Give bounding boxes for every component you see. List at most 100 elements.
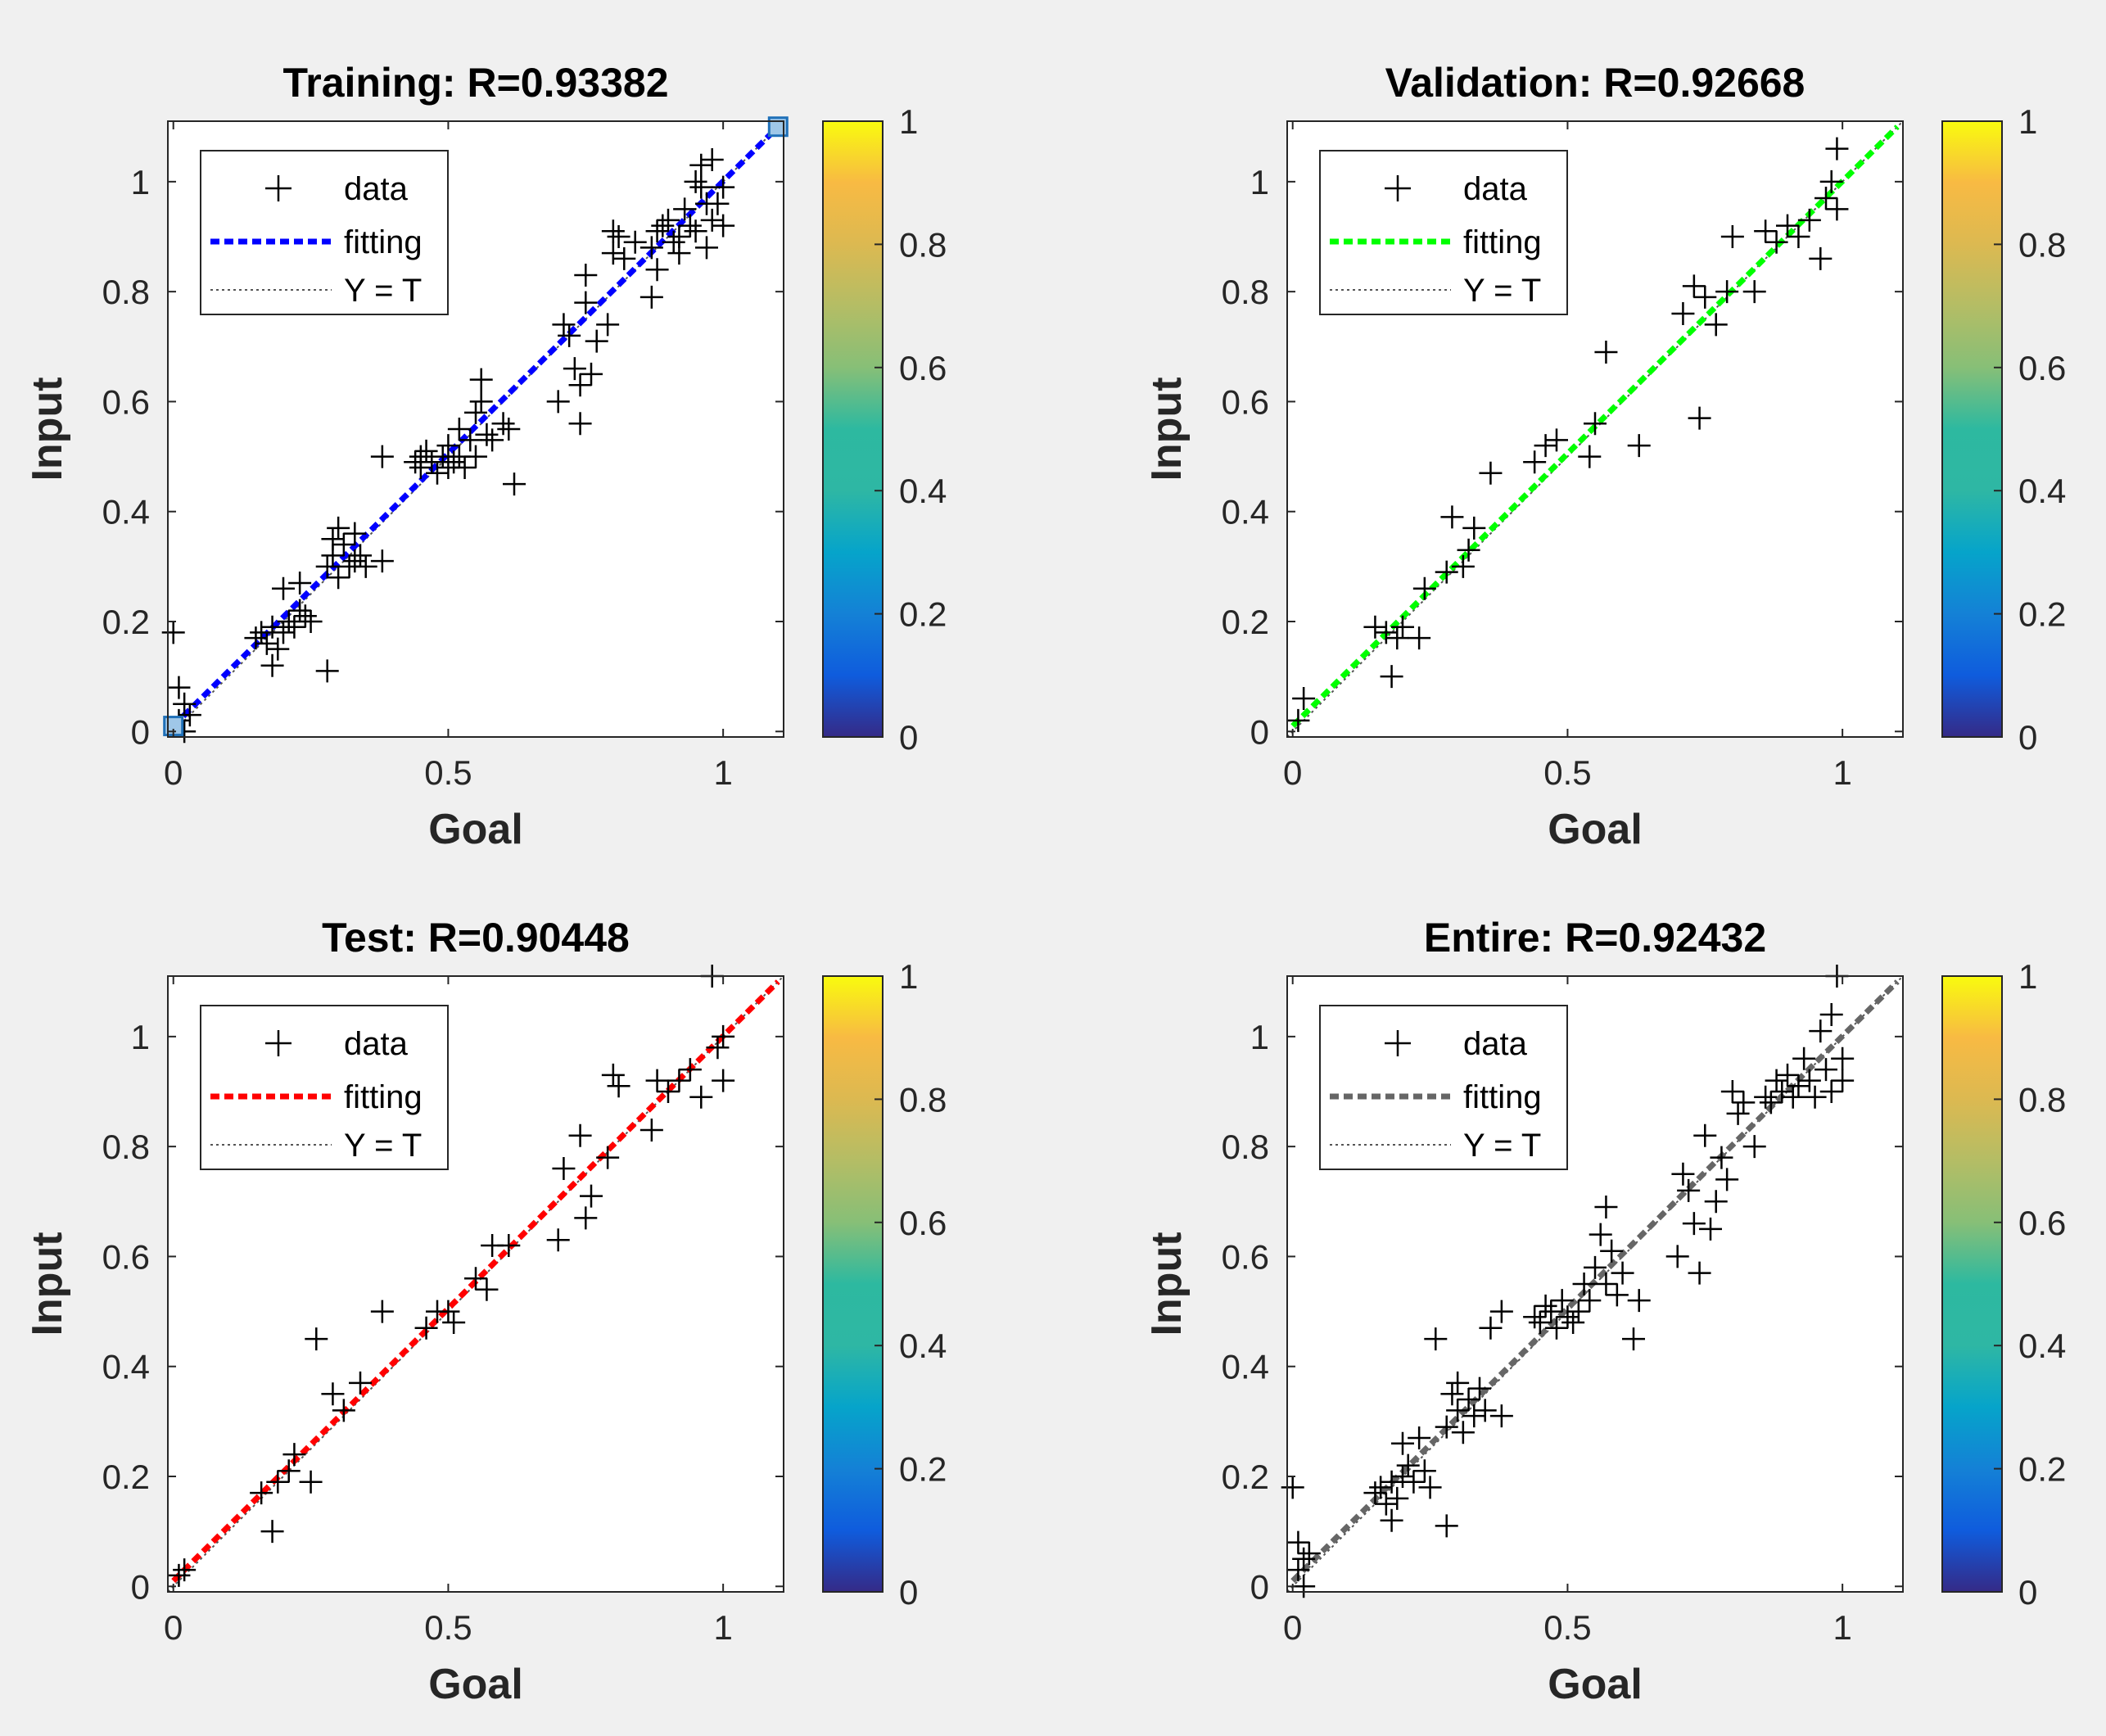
y-tick-label: 1 — [1250, 1018, 1269, 1056]
data-point — [1451, 554, 1475, 578]
data-point — [1770, 1080, 1794, 1103]
data-point — [574, 291, 598, 314]
data-point — [1611, 1261, 1634, 1285]
data-point — [1468, 1377, 1491, 1400]
data-point — [1539, 1300, 1563, 1323]
legend-box — [200, 150, 449, 315]
data-point — [712, 214, 735, 237]
data-point — [1550, 1289, 1574, 1313]
data-point — [1776, 1063, 1799, 1087]
data-point — [580, 1184, 603, 1208]
endpoint-marker — [767, 116, 789, 138]
data-point — [1819, 1003, 1843, 1026]
identity-line — [167, 975, 784, 1593]
colorbar-tick-label: 0.4 — [2018, 1327, 2066, 1365]
data-point — [1391, 615, 1414, 639]
data-point — [277, 1459, 301, 1483]
data-point — [1682, 274, 1706, 298]
data-point — [343, 549, 367, 573]
colorbar-tick-label: 1 — [899, 957, 918, 996]
legend-label-data: data — [344, 171, 409, 207]
y-axis-label: Input — [24, 377, 71, 481]
data-point — [332, 1399, 355, 1422]
colorbar-tick-label: 0.8 — [899, 1080, 947, 1119]
data-point — [568, 412, 592, 436]
data-point — [1594, 341, 1618, 364]
legend: data fitting Y = T — [200, 150, 449, 315]
data-point — [563, 357, 586, 381]
colorbar-tick-label: 0.8 — [2018, 1080, 2066, 1119]
data-point — [1787, 1074, 1810, 1098]
colorbar: 0 0.2 0.4 0.6 0.8 1 — [1941, 957, 2066, 1612]
data-point — [645, 219, 669, 243]
colorbar-tick-label: 0.2 — [899, 1450, 947, 1489]
colorbar-tick-label: 1 — [899, 102, 918, 141]
data-point — [327, 566, 350, 590]
colorbar-tick-label: 0 — [899, 1573, 918, 1612]
y-tick-label: 0.4 — [102, 493, 150, 531]
data-point — [1627, 1289, 1651, 1313]
colorbar-gradient — [822, 975, 884, 1593]
data-point — [426, 461, 449, 485]
data-point — [546, 1228, 570, 1252]
data-point — [266, 637, 290, 661]
data-point — [1720, 1080, 1744, 1103]
data-point — [1578, 1289, 1602, 1313]
data-point — [255, 631, 278, 655]
data-point — [1754, 1085, 1778, 1109]
colorbar-tick-label: 0.6 — [2018, 349, 2066, 387]
data-point — [260, 653, 284, 677]
data-point — [1523, 450, 1547, 474]
y-tick-label: 0.6 — [1222, 1237, 1269, 1276]
data-point — [1440, 505, 1464, 529]
y-tick-label: 0.8 — [102, 273, 150, 311]
legend-box — [200, 1005, 449, 1170]
data-point — [552, 313, 576, 337]
colorbar: 0 0.2 0.4 0.6 0.8 1 — [822, 102, 947, 757]
data-point — [700, 208, 724, 232]
data-point — [282, 1443, 306, 1467]
legend-label-fitting: fitting — [1463, 224, 1542, 260]
data-point — [1292, 1575, 1316, 1598]
data-point — [1720, 225, 1744, 248]
legend-label-identity: Y = T — [1463, 273, 1541, 309]
data-point — [1594, 1273, 1618, 1295]
data-point — [1292, 687, 1316, 710]
y-tick-label: 0.2 — [1222, 1458, 1269, 1496]
data-point — [260, 1520, 284, 1544]
y-tick-label: 0 — [131, 712, 150, 751]
data-point — [1435, 1514, 1458, 1538]
data-point — [1792, 1047, 1816, 1070]
data-point — [1435, 1415, 1458, 1439]
data-point — [1622, 1327, 1645, 1351]
legend-data-marker — [1385, 1030, 1411, 1056]
data-point — [1297, 1542, 1321, 1565]
data-point — [1380, 1508, 1403, 1532]
data-point — [1391, 1431, 1414, 1455]
data-point — [315, 659, 339, 683]
data-point — [1572, 1273, 1596, 1295]
legend-label-fitting: fitting — [344, 224, 423, 260]
chart-title: Training: R=0.93382 — [282, 60, 668, 106]
x-tick-label: 0 — [1283, 1608, 1302, 1647]
data-point — [1435, 560, 1458, 584]
data-point — [497, 1234, 521, 1257]
data-point — [1545, 1316, 1568, 1340]
data-point — [321, 527, 345, 551]
data-point — [1671, 1162, 1695, 1186]
data-point — [1479, 461, 1503, 485]
identity-line — [167, 120, 784, 738]
y-tick-label: 0.4 — [1222, 1348, 1269, 1386]
data-point — [1462, 516, 1486, 540]
data-point — [645, 258, 669, 282]
data-point — [1457, 1388, 1480, 1411]
data-point — [315, 554, 339, 578]
data-point — [1380, 1470, 1403, 1494]
data-point — [678, 214, 702, 237]
x-tick-label: 0.5 — [1543, 753, 1591, 792]
data-point — [1561, 1311, 1585, 1334]
data-point — [1523, 1305, 1547, 1329]
data-point — [684, 170, 707, 193]
data-point — [1479, 1316, 1503, 1340]
